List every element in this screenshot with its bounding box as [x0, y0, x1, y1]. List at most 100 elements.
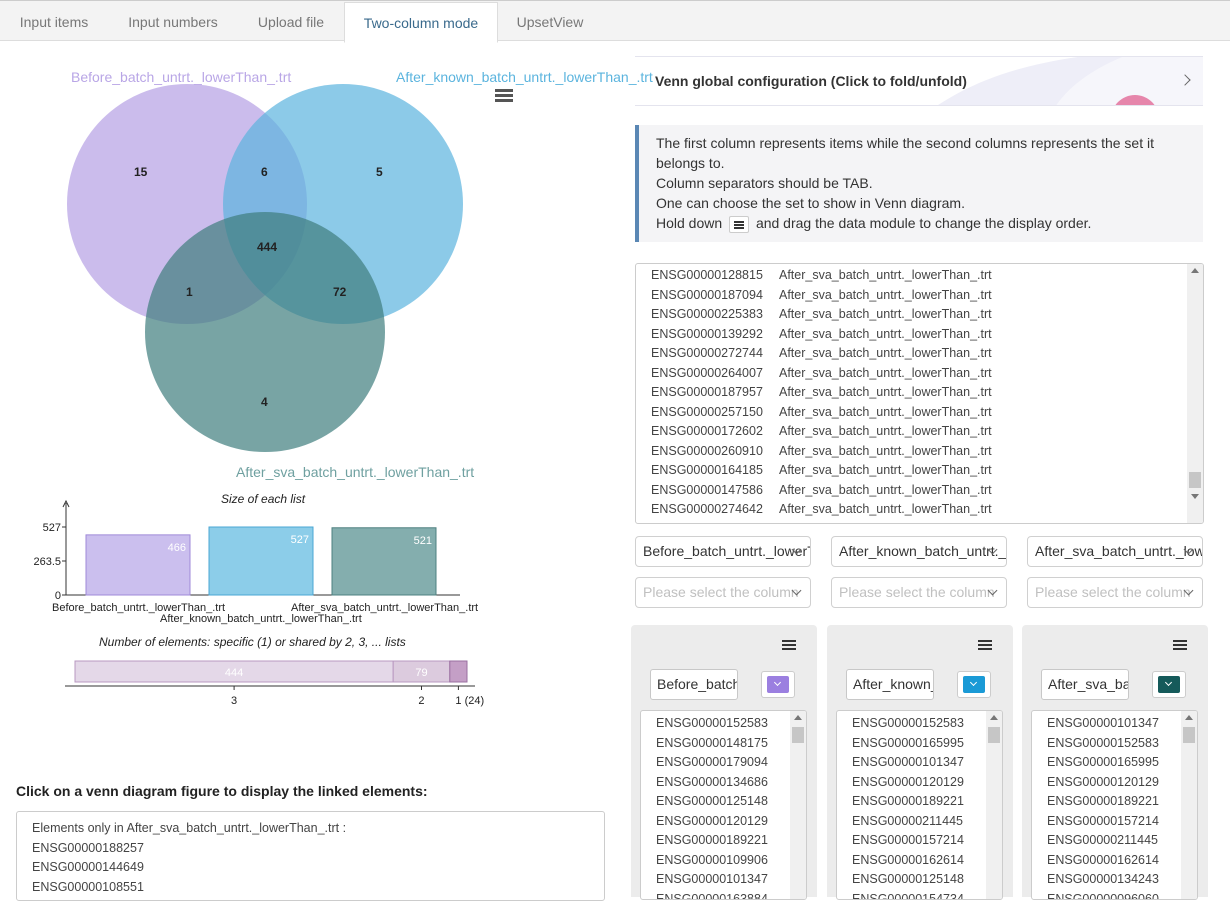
- color-picker-button[interactable]: [957, 671, 991, 698]
- drag-handle-icon[interactable]: [782, 640, 796, 652]
- list-item: ENSG00000188257: [32, 840, 144, 855]
- drag-handle-icon[interactable]: [978, 640, 992, 652]
- list-scrollbar[interactable]: [1181, 711, 1197, 899]
- tab-upsetview[interactable]: UpsetView: [516, 14, 584, 30]
- list-item: ENSG00000101347: [656, 872, 768, 886]
- set-name-input[interactable]: After_known_batch_untrt._lowerThan_.trt: [846, 669, 934, 700]
- list-item: ENSG00000162614: [1047, 852, 1159, 867]
- textarea-row: ENSG00000147586 After_sva_batch_untrt._lo…: [651, 482, 992, 497]
- drag-menu-icon: [729, 215, 750, 233]
- textarea-row: ENSG00000128815 After_sva_batch_untrt._lo…: [651, 268, 992, 282]
- textarea-row: ENSG00000260910 After_sva_batch_untrt._lo…: [651, 443, 992, 458]
- chevron-down-icon: [963, 676, 985, 693]
- data-module-3[interactable]: After_sva_batch_untrt._lowerThan_.trt ENS…: [1022, 625, 1208, 900]
- list-item: ENSG00000148175: [656, 735, 768, 750]
- venn-count-a-only[interactable]: 15: [134, 165, 148, 179]
- data-module-1[interactable]: Before_batch_untrt._lowerThan_.trt ENSG00…: [631, 625, 817, 900]
- venn-label-after-sva: After_sva_batch_untrt._lowerThan_.trt: [236, 464, 475, 480]
- list-item: ENSG00000120129: [852, 774, 964, 789]
- set-select-2[interactable]: After_known_batch_untrt._lowerThan_.trt: [831, 536, 1007, 567]
- list-item: ENSG00000096060: [1047, 891, 1159, 900]
- set-name-input[interactable]: After_sva_batch_untrt._lowerThan_.trt: [1041, 669, 1129, 700]
- venn-count-b-only[interactable]: 5: [376, 165, 383, 179]
- shared-bar: [449, 660, 468, 683]
- set-select-1[interactable]: Before_batch_untrt._lowerThan_.trt: [635, 536, 811, 567]
- shared-tick-label: 3: [231, 695, 237, 707]
- info-line: Column separators should be TAB.: [656, 175, 873, 191]
- linked-header: Elements only in After_sva_batch_untrt._…: [32, 821, 347, 835]
- linked-elements-box[interactable]: Elements only in After_sva_batch_untrt._…: [16, 811, 605, 901]
- list-item: ENSG00000189221: [852, 794, 964, 808]
- y-tick-label: 263.5: [33, 556, 61, 568]
- list-item: ENSG00000152583: [656, 716, 768, 730]
- tab-upload-file[interactable]: Upload file: [257, 14, 325, 30]
- list-item: ENSG00000134243: [1047, 872, 1159, 886]
- chart-menu-icon[interactable]: [495, 89, 513, 103]
- color-picker-button[interactable]: [761, 671, 795, 698]
- x-tick-label: After_known_batch_untrt._lowerThan_.trt: [160, 613, 362, 625]
- list-item: ENSG00000101347: [852, 755, 964, 769]
- tab-input-items[interactable]: Input items: [19, 14, 89, 30]
- list-scrollbar[interactable]: [790, 711, 806, 899]
- set-name-input[interactable]: Before_batch_untrt._lowerThan_.trt: [650, 669, 738, 700]
- shared-tick-label: 1 (24): [455, 695, 484, 707]
- list-scrollbar[interactable]: [986, 711, 1002, 899]
- venn-count-bc[interactable]: 72: [333, 285, 347, 299]
- list-item: ENSG00000189221: [656, 833, 768, 847]
- list-item: ENSG00000189221: [1047, 794, 1159, 808]
- list-item: ENSG00000101347: [1047, 716, 1159, 730]
- list-item: ENSG00000120129: [1047, 774, 1159, 789]
- x-tick-label: Before_batch_untrt._lowerThan_.trt: [52, 602, 225, 614]
- set-select-3[interactable]: After_sva_batch_untrt._lowerThan_.trt: [1027, 536, 1203, 567]
- two-column-textarea[interactable]: ENSG00000128815 After_sva_batch_untrt._lo…: [635, 263, 1204, 524]
- venn-count-ab[interactable]: 6: [261, 165, 268, 179]
- textarea-row: ENSG00000272744 After_sva_batch_untrt._lo…: [651, 346, 992, 360]
- list-item: ENSG00000154734: [852, 891, 964, 900]
- shared-chart: 444 79 3 2 1 (24): [65, 660, 484, 707]
- list-item: ENSG00000109906: [656, 852, 768, 867]
- textarea-row: ENSG00000264007 After_sva_batch_untrt._lo…: [651, 365, 992, 380]
- x-tick-label: After_sva_batch_untrt._lowerThan_.trt: [291, 602, 478, 614]
- column-select-1[interactable]: Please select the column: [635, 577, 811, 608]
- list-item: ENSG00000134686: [656, 774, 768, 789]
- set-items-list[interactable]: ENSG00000152583 ENSG00000148175 ENSG000001…: [640, 710, 807, 900]
- set-items-list[interactable]: ENSG00000152583 ENSG00000165995 ENSG000001…: [836, 710, 1003, 900]
- venn-count-abc[interactable]: 444: [257, 240, 278, 254]
- tab-two-column-mode[interactable]: Two-column mode: [344, 2, 498, 43]
- tab-input-numbers[interactable]: Input numbers: [128, 14, 218, 30]
- data-module-2[interactable]: After_known_batch_untrt._lowerThan_.trt E…: [827, 625, 1013, 900]
- list-item: ENSG00000108551: [32, 879, 144, 894]
- list-item: ENSG00000125148: [656, 794, 768, 808]
- info-line: One can choose the set to show in Venn d…: [656, 195, 965, 211]
- size-chart: 527 263.5 0 466 527 521 Before_batch_untrt._lo…: [33, 499, 478, 625]
- venn-diagram[interactable]: [0, 45, 620, 485]
- size-bar-value: 521: [414, 535, 432, 547]
- venn-label-before: Before_batch_untrt._lowerThan_.trt: [71, 69, 292, 85]
- list-item: ENSG00000157214: [1047, 813, 1159, 828]
- drag-handle-icon[interactable]: [1173, 640, 1187, 652]
- set-items-list[interactable]: ENSG00000101347 ENSG00000152583 ENSG000001…: [1031, 710, 1198, 900]
- size-bar-value: 527: [291, 534, 309, 546]
- textarea-scrollbar[interactable]: [1187, 264, 1203, 523]
- color-picker-button[interactable]: [1152, 671, 1186, 698]
- list-item: ENSG00000165995: [852, 735, 964, 750]
- column-select-3[interactable]: Please select the column: [1027, 577, 1203, 608]
- venn-global-config[interactable]: Venn global configuration (Click to fold…: [635, 56, 1203, 106]
- list-item: ENSG00000211445: [1047, 833, 1158, 847]
- venn-circle-after-sva[interactable]: [145, 212, 385, 452]
- info-line: belongs to.: [656, 155, 725, 171]
- list-item: ENSG00000144649: [32, 860, 144, 874]
- config-decoration: [938, 57, 1203, 105]
- venn-count-ac[interactable]: 1: [186, 285, 193, 299]
- shared-tick-label: 2: [418, 695, 424, 707]
- textarea-row: ENSG00000187094 After_sva_batch_untrt._lo…: [651, 287, 992, 302]
- y-axis-arrow: [62, 499, 70, 508]
- size-bar: [208, 526, 314, 596]
- column-select-2[interactable]: Please select the column: [831, 577, 1007, 608]
- size-bar-value: 466: [168, 542, 186, 554]
- venn-count-c-only[interactable]: 4: [261, 395, 268, 409]
- chevron-down-icon: [1158, 676, 1180, 693]
- list-item: ENSG00000152583: [852, 716, 964, 730]
- shared-bar-value: 444: [225, 667, 243, 679]
- list-item: ENSG00000157214: [852, 833, 964, 847]
